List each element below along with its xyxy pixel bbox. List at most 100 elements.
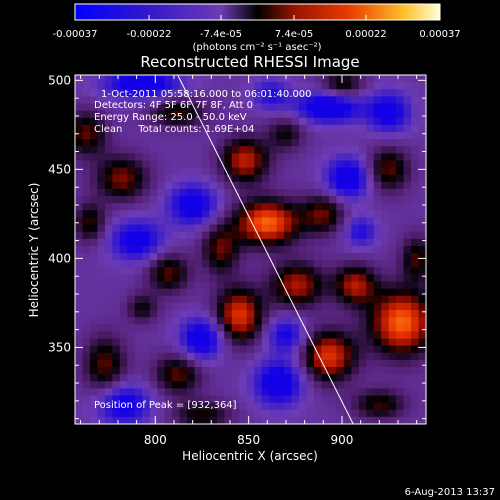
heatmap-cell — [239, 345, 248, 354]
heatmap-cell — [366, 196, 375, 204]
heatmap-cell — [411, 231, 420, 240]
heatmap-cell — [328, 409, 337, 418]
heatmap-cell — [157, 181, 166, 190]
heatmap-cell — [313, 238, 323, 247]
heatmap-cell — [373, 82, 382, 90]
heatmap-cell — [97, 139, 106, 147]
heatmap-cell — [89, 260, 99, 268]
heatmap-cell — [89, 295, 99, 304]
heatmap-cell — [216, 295, 225, 304]
heatmap-cell — [75, 188, 84, 197]
heatmap-cell — [276, 203, 285, 211]
heatmap-cell — [396, 295, 405, 304]
heatmap-cell — [164, 281, 173, 290]
heatmap-cell — [343, 381, 352, 389]
heatmap-cell — [336, 317, 345, 325]
heatmap-cell — [97, 231, 106, 240]
heatmap-cell — [89, 352, 99, 361]
heatmap-cell — [179, 160, 188, 169]
heatmap-cell — [112, 302, 121, 311]
heatmap-cell — [269, 103, 278, 112]
heatmap-cell — [396, 110, 405, 119]
heatmap-cell — [201, 388, 211, 397]
heatmap-cell — [411, 160, 420, 169]
heatmap-cell — [276, 288, 285, 297]
heatmap-cell — [187, 281, 196, 290]
heatmap-cell — [411, 359, 420, 368]
heatmap-cell — [381, 288, 390, 297]
heatmap-cell — [187, 217, 196, 226]
heatmap-cell — [396, 288, 405, 297]
heatmap-cell — [276, 374, 285, 382]
heatmap-cell — [299, 352, 308, 361]
heatmap-cell — [149, 96, 158, 105]
heatmap-cell — [179, 331, 188, 340]
heatmap-cell — [336, 253, 345, 261]
heatmap-cell — [75, 395, 84, 404]
heatmap-cell — [306, 367, 315, 375]
heatmap-cell — [313, 281, 323, 290]
heatmap-cell — [246, 203, 255, 211]
heatmap-cell — [373, 238, 382, 247]
heatmap-cell — [127, 117, 136, 126]
heatmap-cell — [75, 260, 84, 268]
heatmap-cell — [373, 167, 382, 176]
heatmap-cell — [299, 181, 308, 190]
heatmap-cell — [388, 253, 397, 261]
heatmap-cell — [142, 146, 151, 154]
heatmap-cell — [119, 231, 128, 240]
heatmap-cell — [381, 345, 390, 354]
heatmap-cell — [261, 117, 270, 126]
heatmap-cell — [187, 224, 196, 233]
heatmap-cell — [112, 188, 121, 197]
heatmap-cell — [366, 75, 375, 83]
colorbar-ticks: -0.00037 -0.00022 -7.4e-05 7.4e-05 0.00022 0.… — [53, 15, 461, 40]
heatmap-cell — [216, 367, 225, 375]
heatmap-cell — [216, 302, 225, 311]
heatmap-cell — [291, 110, 300, 119]
heatmap-cell — [119, 267, 128, 276]
heatmap-cell — [104, 110, 113, 119]
heatmap-cell — [149, 281, 158, 290]
heatmap-cell — [276, 89, 285, 97]
heatmap-cell — [336, 167, 345, 176]
heatmap-cell — [194, 288, 203, 297]
heatmap-cell — [201, 174, 211, 183]
heatmap-cell — [216, 117, 225, 126]
heatmap-cell — [411, 317, 420, 325]
heatmap-cell — [104, 253, 113, 261]
heatmap-cell — [396, 139, 405, 147]
heatmap-cell — [246, 253, 255, 261]
heatmap-cell — [269, 253, 278, 261]
heatmap-cell — [75, 181, 84, 190]
heatmap-cell — [209, 324, 218, 333]
heatmap-cell — [246, 317, 255, 325]
heatmap-cell — [119, 359, 128, 368]
y-tick-label: 400 — [48, 251, 71, 265]
heatmap-cell — [306, 188, 315, 197]
heatmap-cell — [224, 260, 233, 268]
heatmap-cell — [328, 153, 337, 162]
heatmap-cell — [284, 203, 293, 211]
heatmap-cell — [321, 131, 330, 140]
heatmap-cell — [142, 317, 151, 325]
heatmap-cell — [104, 409, 113, 418]
heatmap-cell — [216, 181, 225, 190]
heatmap-cell — [343, 245, 352, 254]
heatmap-cell — [269, 167, 278, 176]
heatmap-cell — [336, 210, 345, 219]
heatmap-cell — [89, 416, 99, 424]
heatmap-cell — [164, 416, 173, 424]
heatmap-cell — [179, 203, 188, 211]
heatmap-cell — [351, 302, 360, 311]
heatmap-cell — [321, 82, 330, 90]
heatmap-cell — [142, 288, 151, 297]
heatmap-cell — [373, 217, 382, 226]
heatmap-cell — [351, 131, 360, 140]
heatmap-cell — [179, 181, 188, 190]
heatmap-cell — [149, 210, 158, 219]
heatmap-cell — [351, 160, 360, 169]
heatmap-cell — [112, 317, 121, 325]
y-tick-label: 450 — [48, 162, 71, 176]
heatmap-cell — [187, 167, 196, 176]
